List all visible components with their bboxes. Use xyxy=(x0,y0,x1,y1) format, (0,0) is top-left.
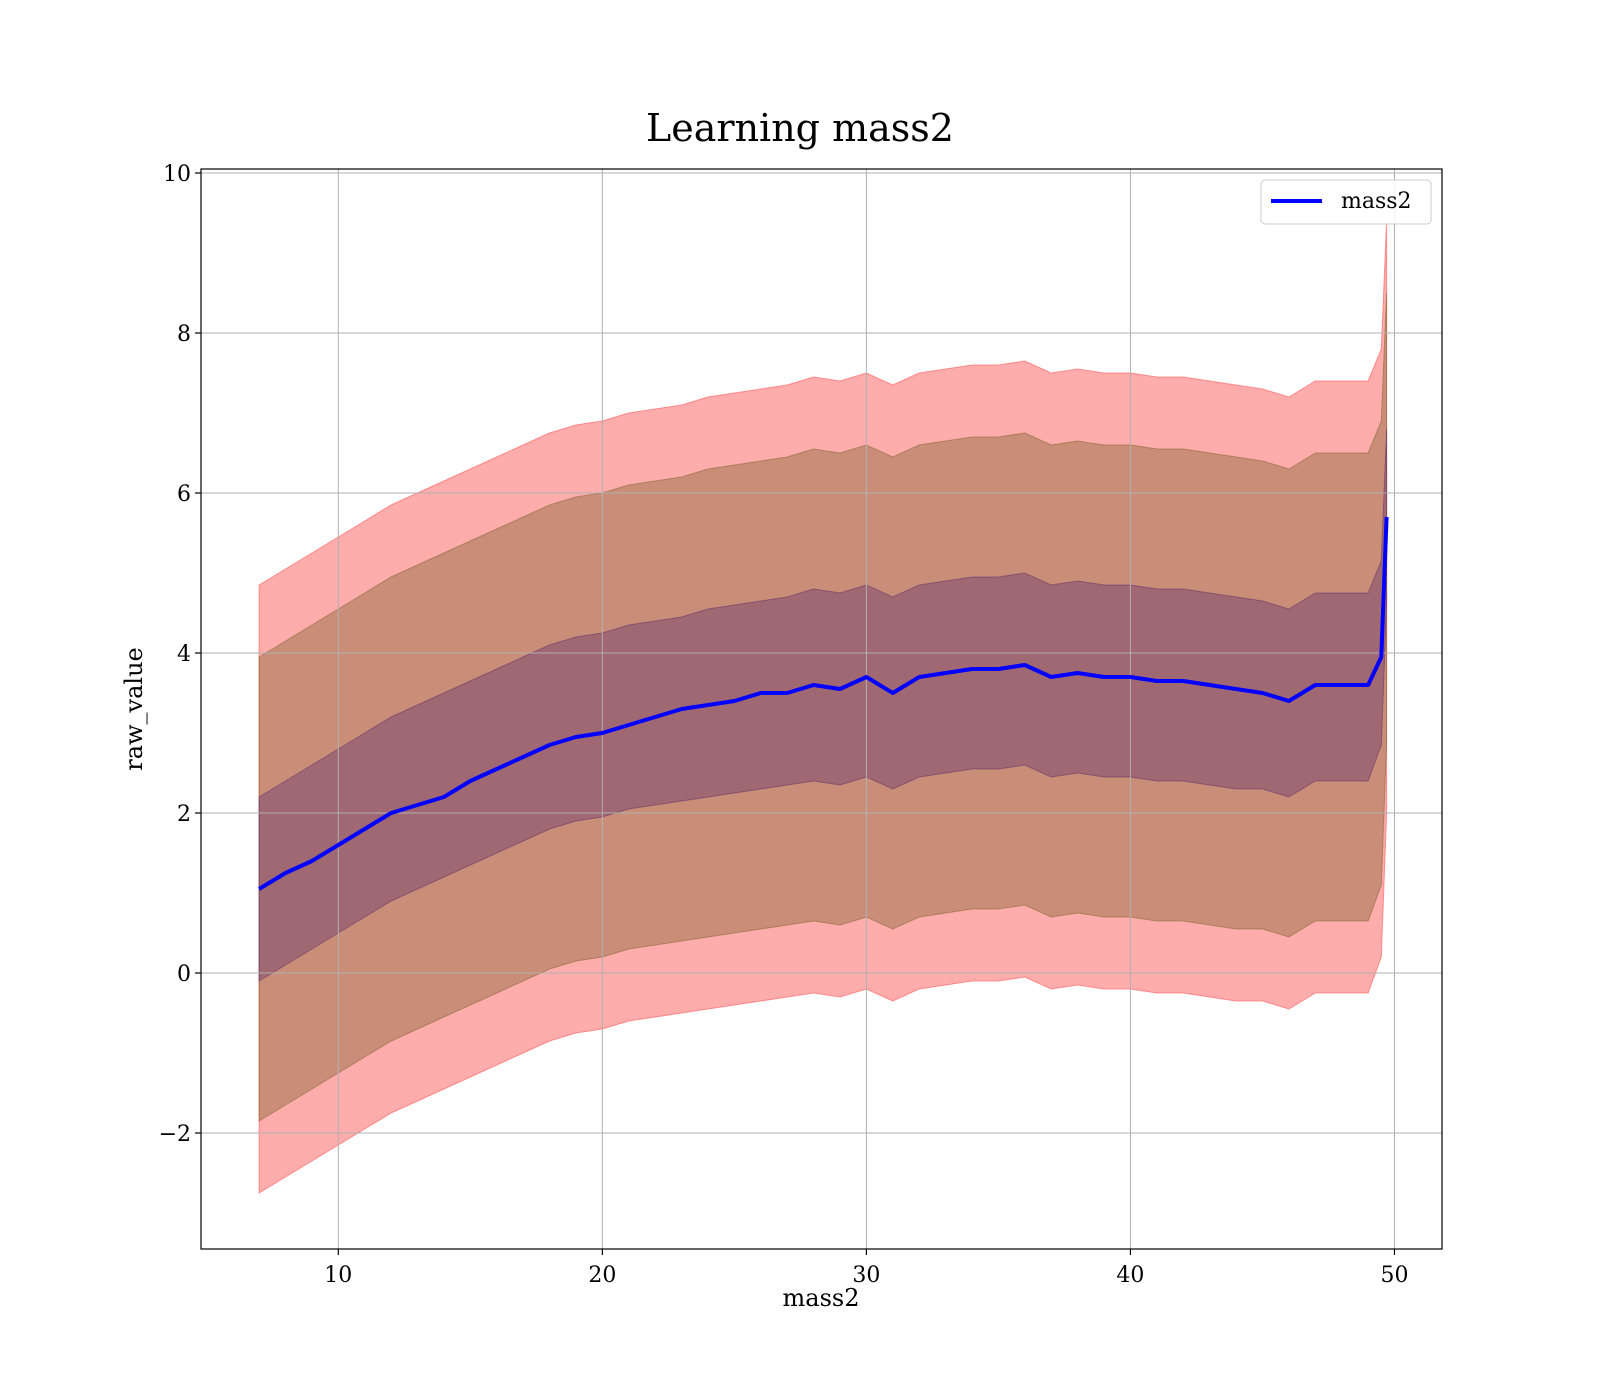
y-tick-label: 8 xyxy=(177,322,191,347)
x-tick-label: 30 xyxy=(852,1263,880,1288)
legend: mass2 xyxy=(1260,179,1432,225)
chart-title: Learning mass2 xyxy=(646,106,954,150)
grid xyxy=(201,169,1442,1249)
y-axis-label: raw_value xyxy=(120,647,148,771)
confidence-bands xyxy=(258,220,1388,1194)
x-axis-label: mass2 xyxy=(783,1284,860,1312)
x-tick-label: 10 xyxy=(324,1263,352,1288)
y-tick-label: 0 xyxy=(177,962,191,987)
x-tick-label: 50 xyxy=(1380,1263,1408,1288)
legend-label-mass2: mass2 xyxy=(1341,189,1412,214)
band-middle xyxy=(258,292,1388,1122)
series-lines xyxy=(258,516,1389,891)
y-tick-label: 6 xyxy=(177,482,191,507)
band-inner xyxy=(258,428,1388,982)
y-tick-label: 10 xyxy=(163,162,191,187)
x-tick-label: 40 xyxy=(1116,1263,1144,1288)
plot-frame xyxy=(200,168,1443,1250)
x-tick-label: 20 xyxy=(588,1263,616,1288)
y-tick-label: 4 xyxy=(177,642,191,667)
y-tick-label: −2 xyxy=(159,1122,191,1147)
legend-box xyxy=(1260,179,1432,225)
y-tick-label: 2 xyxy=(177,802,191,827)
series-line-mass2 xyxy=(258,516,1389,891)
axis-ticks: 10 20 30 40 50 −2 0 2 4 6 8 10 xyxy=(159,162,1409,1288)
